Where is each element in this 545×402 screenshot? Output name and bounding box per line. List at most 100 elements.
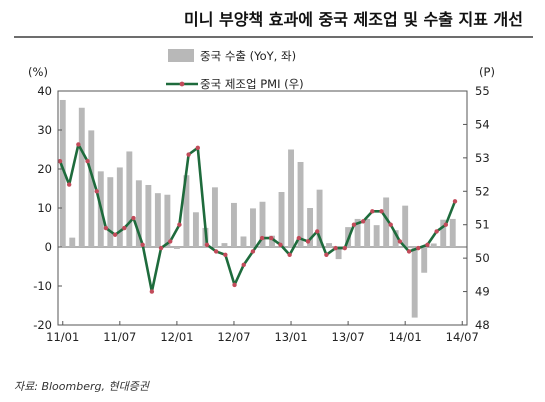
pmi-point: [112, 232, 118, 237]
pmi-point: [443, 222, 449, 227]
export-bar: [183, 175, 190, 247]
export-bar: [164, 194, 171, 247]
export-bar: [316, 189, 323, 247]
pmi-point: [66, 182, 72, 187]
left-tick-label: 0: [45, 240, 52, 254]
pmi-point: [186, 152, 191, 157]
pmi-point: [416, 245, 421, 251]
x-tick-label: 12/07: [217, 330, 250, 344]
x-tick-label: 13/01: [274, 330, 307, 344]
export-bar: [59, 99, 66, 247]
export-bar: [354, 218, 361, 247]
export-bar: [326, 243, 333, 247]
export-bar: [421, 247, 428, 273]
export-bar: [411, 247, 418, 318]
pmi-point: [140, 242, 145, 247]
right-tick-label: 49: [475, 285, 490, 299]
export-bar: [135, 180, 142, 247]
pmi-point: [324, 252, 329, 257]
pmi-point: [241, 262, 246, 268]
right-tick-label: 54: [475, 117, 490, 131]
legend-bar-swatch: [168, 49, 194, 62]
export-bar: [154, 193, 161, 247]
export-bar: [364, 218, 371, 247]
right-axis-unit: (P): [479, 65, 495, 79]
pmi-point: [103, 225, 109, 231]
pmi-point: [195, 145, 200, 151]
export-bar: [440, 219, 447, 247]
pmi-point: [370, 209, 375, 214]
pmi-point: [315, 229, 320, 234]
left-tick-label: 10: [37, 201, 52, 215]
pmi-point: [287, 252, 292, 257]
x-tick-label: 11/07: [103, 330, 136, 344]
pmi-point: [168, 239, 173, 244]
pmi-point: [406, 249, 412, 254]
pmi-point: [94, 189, 99, 194]
pmi-point: [278, 242, 283, 247]
right-tick-label: 50: [475, 251, 490, 265]
pmi-point: [131, 215, 136, 221]
export-bar: [107, 177, 114, 247]
x-tick-label: 14/07: [446, 330, 479, 344]
pmi-point: [259, 235, 265, 241]
pmi-line: [57, 142, 458, 294]
pmi-point: [397, 239, 403, 244]
left-tick-label: 40: [37, 84, 52, 98]
export-bar: [231, 202, 237, 247]
right-tick-label: 52: [475, 184, 490, 198]
pmi-point: [351, 222, 357, 227]
export-bar: [392, 230, 399, 247]
pmi-point: [452, 199, 458, 204]
left-axis-unit: (%): [28, 65, 48, 79]
export-bar: [116, 167, 123, 247]
x-tick-label: 12/01: [160, 330, 193, 344]
left-tick-label: 30: [37, 123, 52, 137]
export-bar: [240, 236, 247, 247]
export-bar: [221, 243, 228, 247]
export-bar: [126, 151, 133, 247]
export-bar: [69, 237, 76, 247]
pmi-point: [85, 159, 90, 164]
export-bar: [430, 243, 437, 247]
export-bar: [145, 184, 152, 247]
pmi-point: [425, 242, 430, 247]
export-bars: [59, 99, 456, 318]
pmi-point: [305, 239, 311, 244]
export-bar: [78, 107, 85, 248]
export-bar: [211, 187, 218, 247]
pmi-point: [360, 219, 366, 224]
pmi-point: [223, 252, 228, 257]
export-bar: [250, 208, 256, 247]
x-tick-label: 13/07: [332, 330, 365, 344]
export-bar: [383, 197, 390, 247]
pmi-point: [122, 225, 127, 231]
pmi-point: [379, 209, 384, 214]
right-tick-label: 53: [475, 151, 490, 165]
pmi-point: [204, 242, 210, 247]
right-tick-label: 48: [475, 318, 490, 332]
pmi-point: [158, 245, 164, 251]
x-tick-label: 14/01: [389, 330, 422, 344]
pmi-point: [434, 229, 439, 234]
export-bar: [278, 192, 285, 247]
export-bar: [269, 235, 275, 247]
export-bar: [402, 205, 409, 247]
export-bar: [259, 201, 266, 247]
right-tick-label: 55: [475, 84, 490, 98]
pmi-point: [250, 249, 256, 254]
export-bar: [335, 247, 342, 260]
export-bar: [88, 130, 95, 247]
source-note: 자료: Bloomberg, 현대증권: [14, 380, 149, 393]
export-bar: [297, 161, 304, 247]
legend-label-exports: 중국 수출 (YoY, 좌): [200, 49, 296, 63]
legend-label-pmi: 중국 제조업 PMI (우): [200, 77, 304, 91]
pmi-point: [149, 289, 155, 294]
pmi-point: [269, 235, 274, 241]
legend: 중국 수출 (YoY, 좌) 중국 제조업 PMI (우): [166, 49, 304, 91]
pmi-point: [342, 245, 347, 251]
export-bar: [307, 208, 314, 247]
export-bar: [288, 149, 294, 247]
pmi-point: [213, 249, 219, 254]
pmi-point: [232, 282, 237, 288]
